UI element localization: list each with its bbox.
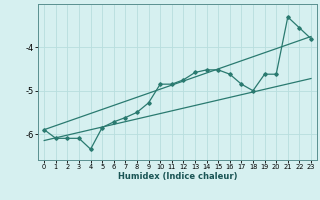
X-axis label: Humidex (Indice chaleur): Humidex (Indice chaleur) [118, 172, 237, 181]
